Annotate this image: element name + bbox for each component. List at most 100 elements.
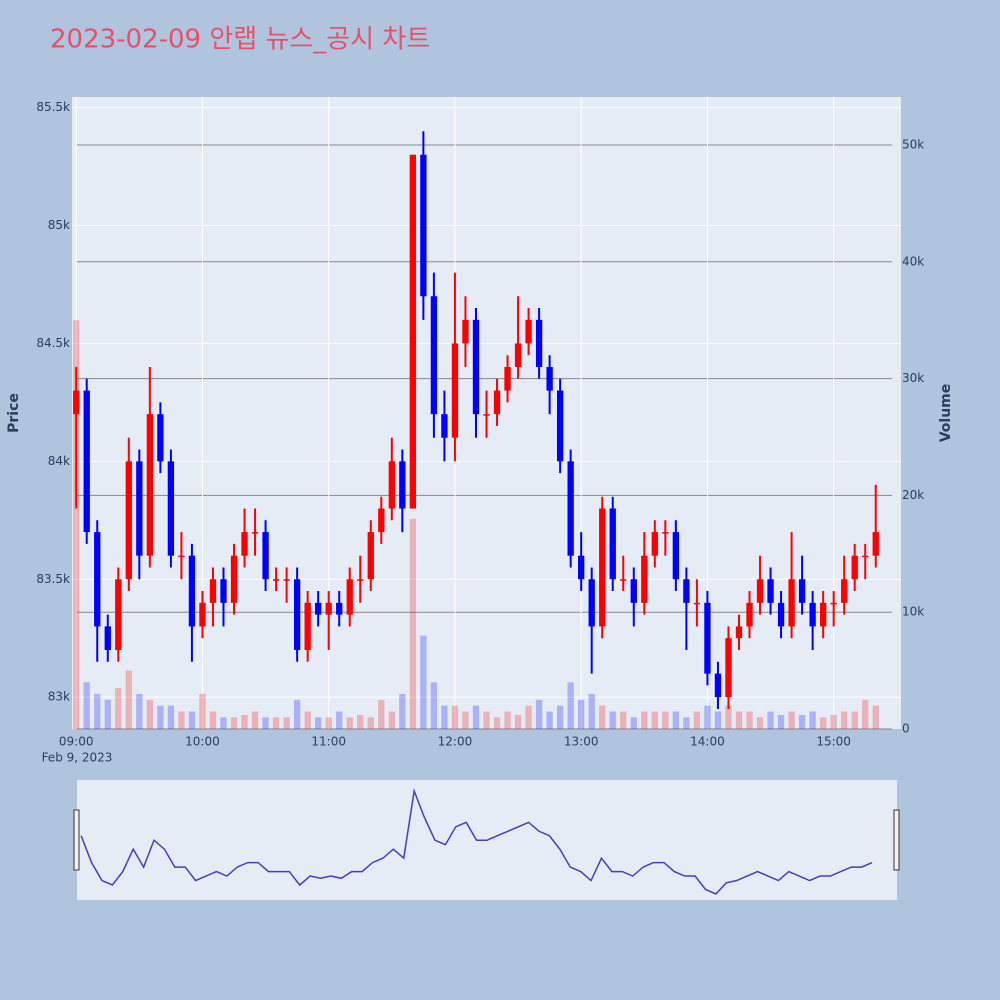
volume-bar: [630, 717, 637, 729]
volume-bar: [293, 699, 301, 729]
candle-body: [73, 390, 80, 415]
volume-bar: [735, 711, 743, 729]
volume-bar: [651, 711, 658, 729]
candle-body: [525, 319, 532, 344]
y2-tick-label: 50k: [902, 138, 924, 152]
candle-body: [714, 673, 722, 698]
x-tick-label: 11:00: [311, 735, 346, 749]
volume-bar: [693, 711, 701, 729]
candle-body: [567, 461, 574, 556]
candle-body: [136, 461, 143, 556]
candle-body: [504, 367, 511, 391]
y-tick-label: 84.5k: [36, 336, 70, 350]
candle-body: [104, 626, 111, 650]
volume-bar: [672, 711, 680, 729]
volume-bar: [819, 717, 827, 729]
y-tick-label: 84k: [48, 454, 70, 468]
candle-body: [556, 390, 564, 462]
candle-body: [546, 367, 553, 391]
candle-body: [472, 319, 480, 415]
candle-body: [514, 343, 522, 368]
volume-bar: [167, 705, 175, 729]
candle-body: [125, 461, 132, 580]
candle-body: [209, 579, 217, 603]
y-tick-label: 83.5k: [36, 572, 70, 586]
x-tick-label: 15:00: [816, 735, 851, 749]
candle-body: [493, 390, 501, 415]
volume-bar: [83, 682, 90, 729]
candle-body: [798, 579, 806, 603]
candle-body: [756, 579, 764, 603]
y-tick-label: 85k: [48, 218, 70, 232]
volume-bar: [872, 705, 879, 729]
candle-body: [693, 602, 701, 605]
candle-body: [462, 319, 469, 344]
slider-handle: [893, 809, 900, 871]
volume-bar: [841, 711, 848, 729]
candle-body: [262, 532, 269, 580]
candle-body: [315, 602, 322, 615]
candle-body: [588, 579, 595, 627]
candle-body: [599, 508, 606, 627]
volume-bar: [556, 705, 564, 729]
volume-bar: [209, 711, 217, 729]
volume-bar: [346, 717, 353, 729]
x-tick-label: 10:00: [185, 735, 220, 749]
volume-bar: [535, 699, 543, 729]
volume-bar: [862, 699, 869, 729]
candle-body: [420, 154, 427, 297]
candle-body: [83, 390, 90, 533]
volume-bar: [451, 705, 459, 729]
candle-body: [251, 532, 259, 534]
x-tick-label: 12:00: [438, 735, 473, 749]
volume-bar: [546, 711, 553, 729]
volume-bar: [767, 711, 774, 729]
volume-bar: [262, 717, 269, 729]
x-tick-label: 09:00: [59, 735, 94, 749]
y2-tick-label: 40k: [902, 254, 924, 268]
candle-body: [388, 461, 395, 509]
volume-bar: [725, 705, 732, 729]
volume-bar: [588, 693, 595, 729]
y2-tick-label: 0: [902, 722, 910, 736]
candle-body: [620, 579, 627, 581]
volume-bar: [315, 717, 322, 729]
chart-title: 2023-02-09 안랩 뉴스_공시 차트: [50, 25, 430, 55]
candle-body: [683, 579, 690, 603]
y-axis-title: Price: [6, 393, 22, 433]
volume-bar: [756, 717, 764, 729]
candle-body: [367, 532, 374, 580]
volume-bar: [388, 711, 395, 729]
candle-body: [346, 579, 353, 615]
candle-body: [809, 602, 816, 627]
volume-bar: [367, 717, 374, 729]
candle-body: [862, 555, 869, 558]
candle-body: [441, 414, 448, 438]
volume-bar: [798, 714, 806, 729]
volume-bar: [199, 693, 206, 729]
volume-bar: [251, 711, 259, 729]
candle-body: [241, 532, 248, 556]
volume-bar: [662, 711, 669, 729]
volume-bar: [504, 711, 511, 729]
candle-body: [146, 414, 154, 556]
volume-bar: [441, 705, 448, 729]
volume-bar: [514, 714, 522, 729]
candle-body: [409, 154, 417, 509]
volume-bar: [746, 711, 753, 729]
candle-body: [651, 532, 658, 556]
candle-body: [304, 602, 311, 650]
y-tick-label: 85.5k: [36, 100, 70, 114]
candle-body: [788, 579, 795, 627]
volume-bar: [777, 714, 785, 729]
volume-bar: [599, 705, 606, 729]
volume-bar: [472, 705, 480, 729]
candle-body: [430, 296, 438, 415]
candle-body: [272, 579, 280, 581]
volume-bar: [409, 518, 417, 729]
candle-body: [199, 602, 206, 627]
candle-body: [609, 508, 616, 580]
volume-bar: [567, 682, 574, 729]
volume-bar: [714, 711, 722, 729]
candle-body: [399, 461, 406, 509]
